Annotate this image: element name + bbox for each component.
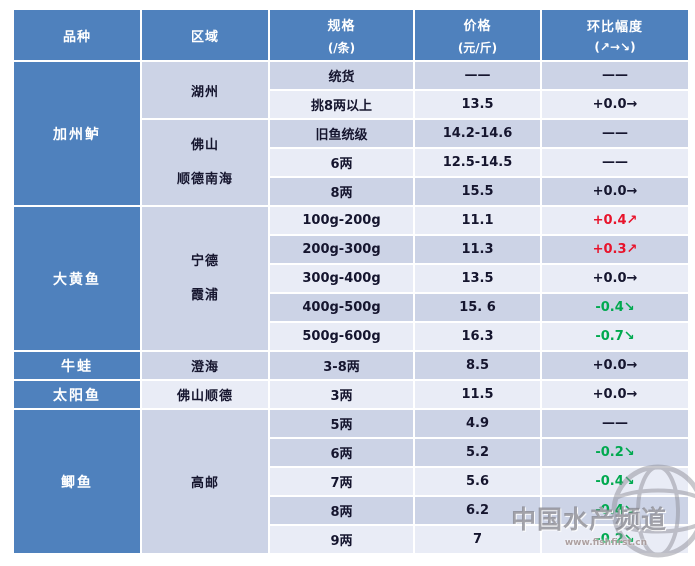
- table-row: 加州鲈 湖州 统货 —— ——: [12, 60, 690, 207]
- price-cell: 11.5: [413, 379, 542, 410]
- change-cell: -0.4↘: [540, 495, 690, 526]
- price-cell: 16.3: [413, 321, 542, 352]
- change-cell: ——: [540, 60, 690, 91]
- header-change-arrows: (↗→↘): [594, 40, 636, 54]
- fish-price-table: 品种 区域 规格 (/条) 价格 (元/斤) 环比幅度 (↗→↘) 加州鲈 湖州 统货…: [12, 8, 690, 555]
- change-cell: +0.0→: [540, 379, 690, 410]
- change-cell: -0.2↘: [540, 524, 690, 555]
- table-row: 500g-600g 16.3 -0.7↘: [13, 321, 690, 352]
- header-price-unit: (元/斤): [457, 40, 498, 55]
- header-variety-label: 品种: [62, 29, 91, 45]
- price-cell: 13.5: [413, 263, 542, 294]
- species-cell-taiyangyu: 太阳鱼: [12, 379, 142, 410]
- table-row: 200g-300g 11.3 +0.3↗: [13, 234, 690, 265]
- table-row: 大黄鱼 宁德 霞浦 100g-200g 11.1 +0.4↗: [12, 205, 690, 352]
- change-cell: +0.4↗: [540, 205, 690, 236]
- change-cell: +0.0→: [540, 263, 690, 294]
- header-region: 区域: [140, 8, 270, 62]
- region-cell-foshan-shunde: 佛山顺德: [140, 379, 270, 410]
- change-cell: -0.4↘: [540, 466, 690, 497]
- header-price-label: 价格: [463, 18, 492, 34]
- price-cell: 12.5-14.5: [413, 147, 542, 178]
- table-row: 牛蛙 澄海 3-8两 8.5 +0.0→: [12, 350, 690, 381]
- region-cell-ningde-xiapu: 宁德 霞浦: [140, 205, 270, 352]
- species-cell-jiazhoulu: 加州鲈: [12, 60, 142, 207]
- price-cell: 15.5: [413, 176, 542, 207]
- price-cell: 8.5: [413, 350, 542, 381]
- header-change-label: 环比幅度: [586, 20, 643, 35]
- table-header-row: 品种 区域 规格 (/条) 价格 (元/斤) 环比幅度 (↗→↘): [12, 8, 690, 62]
- change-cell: ——: [540, 147, 690, 178]
- table-row: 6两 5.2 -0.2↘: [13, 437, 690, 468]
- table-row: 挑8两以上 13.5 +0.0→: [13, 89, 690, 120]
- header-region-label: 区域: [190, 29, 219, 45]
- table-row: 6两 12.5-14.5 ——: [13, 147, 690, 178]
- change-cell: -0.2↘: [540, 437, 690, 468]
- table-row: 鲫鱼 高邮 5两 4.9 ——: [12, 408, 690, 555]
- species-cell-jiyu: 鲫鱼: [12, 408, 142, 555]
- price-cell: 13.5: [413, 89, 542, 120]
- header-spec-label: 规格: [327, 18, 356, 34]
- spec-cell: 6两: [268, 437, 415, 468]
- spec-cell: 8两: [268, 176, 415, 207]
- price-cell: 11.1: [413, 205, 542, 236]
- spec-cell: 旧鱼统级: [268, 118, 415, 149]
- spec-cell: 200g-300g: [268, 234, 415, 265]
- spec-cell: 300g-400g: [268, 263, 415, 294]
- spec-cell: 400g-500g: [268, 292, 415, 323]
- price-cell: 4.9: [413, 408, 542, 439]
- header-change: 环比幅度 (↗→↘): [540, 8, 690, 62]
- table-row: 太阳鱼 佛山顺德 3两 11.5 +0.0→: [12, 379, 690, 410]
- region-cell-gaoyou: 高邮: [140, 408, 270, 555]
- change-cell: +0.0→: [540, 89, 690, 120]
- price-cell: 5.2: [413, 437, 542, 468]
- table-row: 8两 15.5 +0.0→: [13, 176, 690, 207]
- change-cell: +0.3↗: [540, 234, 690, 265]
- species-cell-dahuangyu: 大黄鱼: [12, 205, 142, 352]
- spec-cell: 100g-200g: [268, 205, 415, 236]
- price-cell: 7: [413, 524, 542, 555]
- header-variety: 品种: [12, 8, 142, 62]
- header-spec: 规格 (/条): [268, 8, 415, 62]
- change-cell: ——: [540, 118, 690, 149]
- spec-cell: 5两: [268, 408, 415, 439]
- spec-cell: 9两: [268, 524, 415, 555]
- price-cell: 5.6: [413, 466, 542, 497]
- spec-cell: 统货: [268, 60, 415, 91]
- price-cell: 11.3: [413, 234, 542, 265]
- spec-cell: 6两: [268, 147, 415, 178]
- spec-cell: 8两: [268, 495, 415, 526]
- change-cell: -0.4↘: [540, 292, 690, 323]
- table-row: 400g-500g 15. 6 -0.4↘: [13, 292, 690, 323]
- species-cell-niuwa: 牛蛙: [12, 350, 142, 381]
- header-spec-unit: (/条): [327, 40, 356, 55]
- price-cell: 6.2: [413, 495, 542, 526]
- change-cell: ——: [540, 408, 690, 439]
- spec-cell: 500g-600g: [268, 321, 415, 352]
- header-price: 价格 (元/斤): [413, 8, 542, 62]
- region-cell-huzhou: 湖州: [140, 60, 270, 120]
- spec-cell: 挑8两以上: [268, 89, 415, 120]
- region-cell-foshan-shunde-nanhai: 佛山 顺德南海: [140, 118, 270, 207]
- spec-cell: 7两: [268, 466, 415, 497]
- spec-cell: 3两: [268, 379, 415, 410]
- table-row: 佛山 顺德南海 旧鱼统级 14.2-14.6 ——: [13, 118, 690, 207]
- price-cell: ——: [413, 60, 542, 91]
- price-cell: 14.2-14.6: [413, 118, 542, 149]
- table-row: 300g-400g 13.5 +0.0→: [13, 263, 690, 294]
- change-cell: +0.0→: [540, 350, 690, 381]
- price-cell: 15. 6: [413, 292, 542, 323]
- region-cell-chenghai: 澄海: [140, 350, 270, 381]
- change-cell: -0.7↘: [540, 321, 690, 352]
- spec-cell: 3-8两: [268, 350, 415, 381]
- change-cell: +0.0→: [540, 176, 690, 207]
